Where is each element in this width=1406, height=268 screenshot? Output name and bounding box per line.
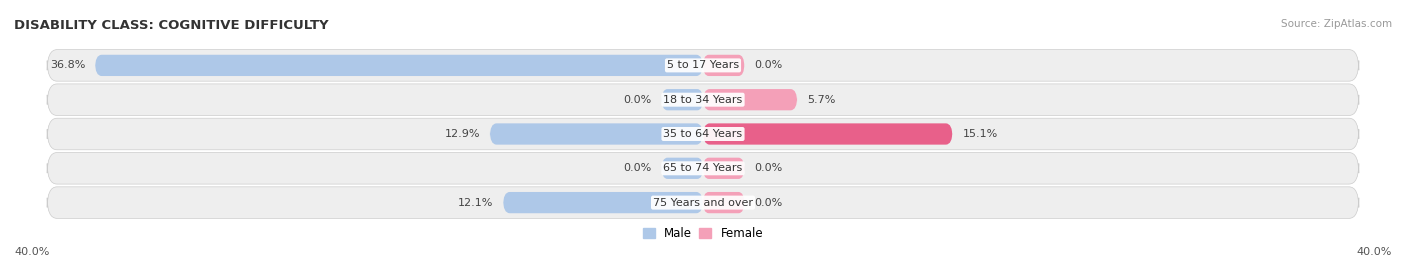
FancyBboxPatch shape [703, 55, 744, 76]
Text: 0.0%: 0.0% [754, 60, 783, 70]
Text: 0.0%: 0.0% [754, 163, 783, 173]
Text: 65 to 74 Years: 65 to 74 Years [664, 163, 742, 173]
Text: 12.9%: 12.9% [444, 129, 479, 139]
FancyBboxPatch shape [703, 158, 744, 179]
FancyBboxPatch shape [503, 192, 703, 213]
Text: 75 Years and over: 75 Years and over [652, 198, 754, 208]
FancyBboxPatch shape [48, 187, 1358, 218]
FancyBboxPatch shape [703, 89, 797, 110]
FancyBboxPatch shape [48, 50, 1358, 81]
Text: 5 to 17 Years: 5 to 17 Years [666, 60, 740, 70]
Text: 35 to 64 Years: 35 to 64 Years [664, 129, 742, 139]
Text: 0.0%: 0.0% [623, 95, 652, 105]
Text: 18 to 34 Years: 18 to 34 Years [664, 95, 742, 105]
FancyBboxPatch shape [48, 152, 1358, 184]
Legend: Male, Female: Male, Female [638, 222, 768, 245]
Text: 12.1%: 12.1% [458, 198, 494, 208]
Text: 40.0%: 40.0% [1357, 247, 1392, 257]
FancyBboxPatch shape [48, 84, 1358, 116]
Text: 15.1%: 15.1% [962, 129, 998, 139]
FancyBboxPatch shape [703, 192, 744, 213]
Text: Source: ZipAtlas.com: Source: ZipAtlas.com [1281, 19, 1392, 29]
Text: DISABILITY CLASS: COGNITIVE DIFFICULTY: DISABILITY CLASS: COGNITIVE DIFFICULTY [14, 19, 329, 32]
Text: 36.8%: 36.8% [49, 60, 86, 70]
Text: 0.0%: 0.0% [754, 198, 783, 208]
Text: 0.0%: 0.0% [623, 163, 652, 173]
FancyBboxPatch shape [662, 89, 703, 110]
FancyBboxPatch shape [48, 118, 1358, 150]
FancyBboxPatch shape [489, 123, 703, 145]
Text: 40.0%: 40.0% [14, 247, 49, 257]
FancyBboxPatch shape [703, 123, 952, 145]
FancyBboxPatch shape [96, 55, 703, 76]
FancyBboxPatch shape [662, 158, 703, 179]
Text: 5.7%: 5.7% [807, 95, 835, 105]
